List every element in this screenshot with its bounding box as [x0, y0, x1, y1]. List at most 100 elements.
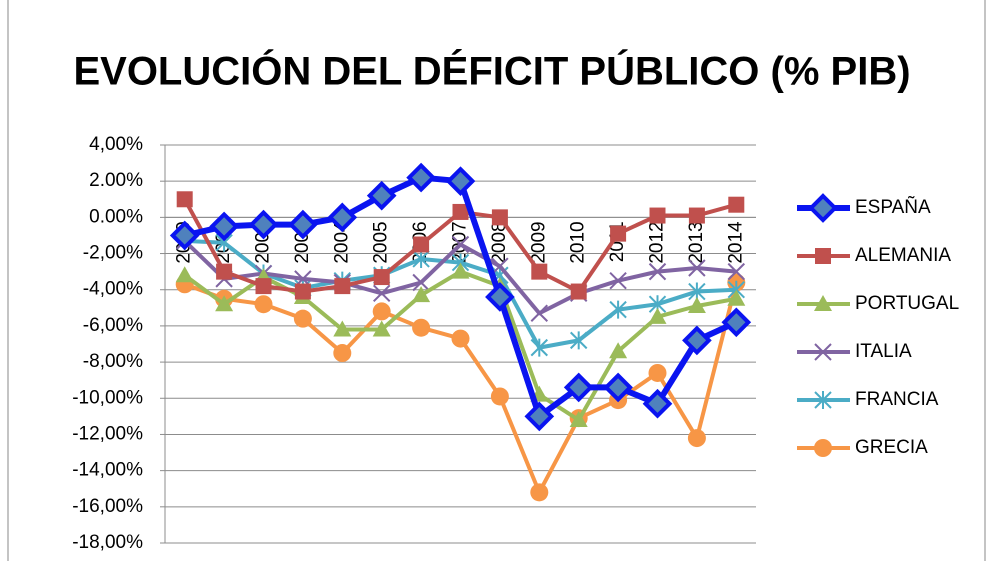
y-tick-label: -4,00% [83, 279, 143, 300]
marker [333, 320, 352, 337]
marker [491, 209, 508, 226]
marker [808, 193, 838, 223]
y-tick-label: -8,00% [83, 351, 143, 372]
legend-label: ALEMANIA [855, 245, 951, 266]
series [176, 191, 745, 300]
marker [334, 278, 351, 295]
marker [216, 263, 233, 280]
marker [530, 304, 549, 322]
marker [372, 320, 391, 337]
marker [687, 429, 706, 448]
marker [490, 387, 509, 406]
marker [372, 302, 391, 321]
y-tick-label: -10,00% [72, 387, 143, 408]
y-tick-label: -2,00% [83, 243, 143, 264]
marker [293, 309, 312, 328]
legend-label: ESPAÑA [855, 196, 931, 218]
y-tick-label: 0.00% [89, 206, 143, 227]
x-tick-label: 2005 [371, 221, 392, 263]
marker [491, 257, 509, 275]
marker [176, 191, 193, 208]
marker [648, 307, 667, 324]
marker [412, 249, 430, 268]
marker [814, 439, 832, 457]
marker [451, 262, 470, 279]
legend-label: ITALIA [855, 341, 912, 362]
x-tick-label: 2008 [489, 221, 510, 263]
marker [530, 483, 549, 502]
y-tick-label: -18,00% [72, 532, 143, 553]
legend-label: PORTUGAL [855, 293, 959, 314]
marker [413, 236, 430, 253]
marker [814, 343, 832, 361]
marker [485, 282, 515, 312]
marker [412, 286, 431, 303]
marker [175, 266, 194, 283]
marker [215, 295, 234, 312]
marker [255, 278, 272, 295]
marker [814, 295, 832, 311]
x-tick-label: 2014 [725, 221, 746, 264]
marker [294, 283, 311, 300]
legend-label: FRANCIA [855, 389, 939, 410]
marker [563, 372, 594, 403]
marker [648, 363, 667, 382]
marker [254, 295, 273, 314]
y-tick-label: -14,00% [72, 460, 143, 481]
marker [451, 235, 470, 254]
marker [372, 284, 391, 303]
marker [412, 273, 430, 292]
x-tick-label: 2012 [647, 221, 668, 263]
y-tick-label: 2.00% [89, 170, 143, 191]
marker [814, 391, 832, 409]
marker [682, 325, 712, 356]
marker [688, 259, 706, 277]
x-tick-label: 2013 [686, 221, 707, 263]
marker [569, 410, 588, 427]
marker [815, 248, 831, 264]
marker [570, 283, 587, 300]
chart-title: EVOLUCIÓN DEL DÉFICIT PÚBLICO (% PIB) [73, 48, 910, 94]
marker [609, 300, 627, 319]
marker [603, 372, 633, 403]
marker [531, 263, 548, 280]
y-tick-label: -6,00% [83, 315, 143, 336]
y-tick-label: -12,00% [72, 423, 143, 444]
x-tick-label: 2007 [450, 221, 471, 263]
marker [649, 207, 666, 224]
marker [727, 289, 746, 306]
marker [648, 262, 667, 281]
marker [288, 209, 318, 240]
marker [610, 225, 627, 242]
marker [366, 180, 397, 211]
legend-label: GRECIA [855, 437, 928, 458]
marker [327, 202, 358, 233]
marker [373, 269, 390, 286]
marker [721, 307, 752, 338]
marker [452, 203, 469, 220]
marker [248, 209, 279, 240]
marker [688, 207, 705, 224]
marker [530, 338, 549, 357]
marker [445, 166, 476, 197]
marker [451, 329, 470, 348]
marker [687, 297, 706, 314]
marker [569, 331, 588, 350]
marker [412, 318, 431, 337]
y-tick-label: -16,00% [72, 496, 143, 517]
marker [333, 344, 352, 363]
series [175, 262, 746, 427]
x-tick-label: 2009 [528, 221, 549, 263]
x-tick-label: 2010 [568, 221, 589, 263]
marker [209, 211, 239, 242]
y-tick-label: 4,00% [89, 134, 143, 155]
marker [727, 262, 746, 281]
marker [524, 401, 555, 432]
marker [609, 342, 628, 359]
marker [406, 162, 436, 193]
marker [169, 220, 200, 251]
marker [728, 196, 745, 213]
marker [642, 388, 673, 419]
series [169, 162, 752, 432]
